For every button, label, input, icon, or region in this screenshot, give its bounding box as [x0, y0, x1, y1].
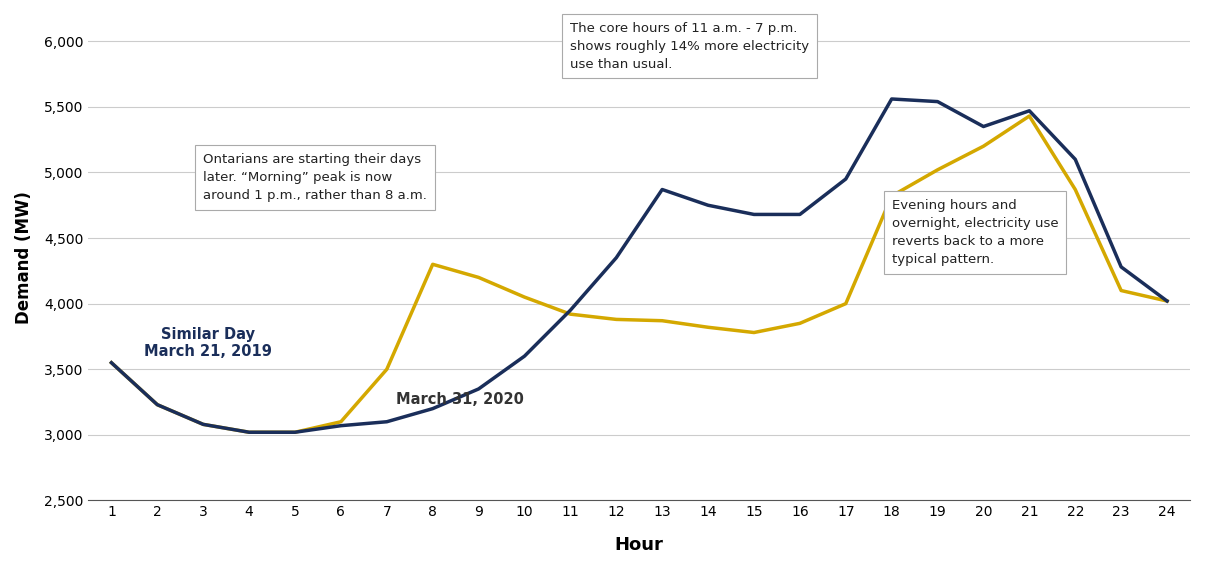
Text: March 31, 2020: March 31, 2020 — [396, 392, 524, 407]
X-axis label: Hour: Hour — [615, 536, 664, 554]
Text: Similar Day
March 21, 2019: Similar Day March 21, 2019 — [143, 327, 272, 359]
Text: Evening hours and
overnight, electricity use
reverts back to a more
typical patt: Evening hours and overnight, electricity… — [892, 199, 1058, 266]
Text: The core hours of 11 a.m. - 7 p.m.
shows roughly 14% more electricity
use than u: The core hours of 11 a.m. - 7 p.m. shows… — [570, 22, 810, 71]
Y-axis label: Demand (MW): Demand (MW) — [14, 191, 33, 324]
Text: Ontarians are starting their days
later. “Morning” peak is now
around 1 p.m., ra: Ontarians are starting their days later.… — [204, 152, 427, 202]
